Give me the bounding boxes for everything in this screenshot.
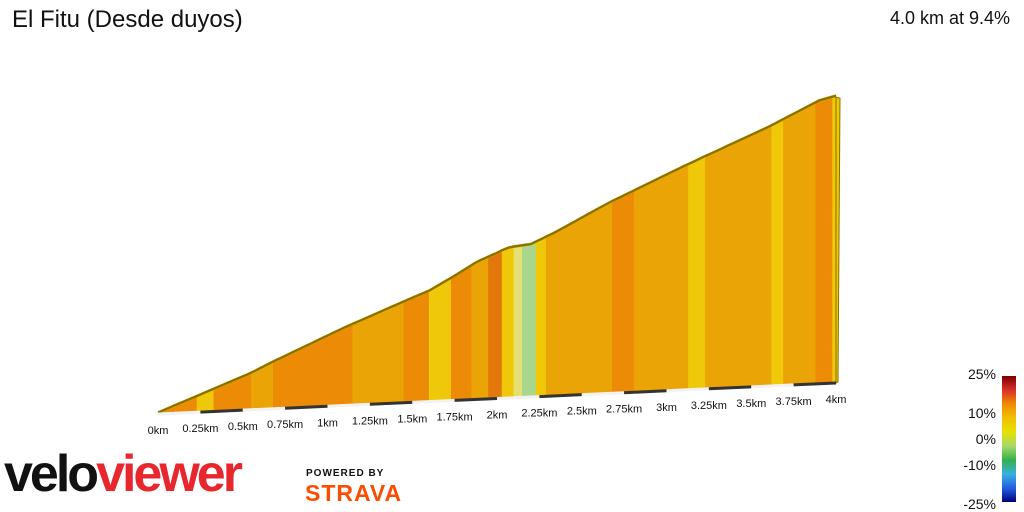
gradient-segment-19 — [688, 157, 706, 391]
axis-segment-1 — [157, 410, 201, 416]
gradient-scale-bar — [1002, 376, 1016, 502]
gradient-segment-24 — [832, 96, 837, 384]
gradient-segments — [157, 96, 837, 415]
gradient-segment-10 — [471, 257, 489, 401]
gradient-segment-15 — [535, 237, 547, 398]
strava-logo: STRAVA — [305, 480, 403, 506]
logo-velo-text: velo — [4, 445, 99, 503]
page-title: El Fitu (Desde duyos) — [12, 6, 243, 33]
axis-segment-5 — [327, 402, 370, 408]
axis-segment-10 — [539, 393, 582, 399]
tick-label-6: 1.5km — [397, 413, 427, 425]
profile-outline — [157, 94, 841, 414]
tick-label-16: 4km — [826, 394, 847, 406]
powered-by-label: POWERED BY — [306, 468, 385, 479]
axis-segment-8 — [454, 397, 498, 402]
profile-ridge-line — [157, 94, 837, 414]
tick-label-14: 3.5km — [736, 398, 766, 410]
gradient-segment-17 — [611, 191, 635, 394]
axis-segment-12 — [624, 389, 667, 395]
gradient-segment-9 — [450, 266, 472, 401]
climb-summary: 4.0 km at 9.4% — [889, 8, 1010, 28]
gradient-segment-18 — [633, 164, 689, 393]
axis-segment-15 — [751, 383, 794, 389]
tick-label-5: 1.25km — [352, 415, 388, 427]
gradient-segment-22 — [783, 103, 817, 386]
axis-segment-3 — [242, 406, 286, 412]
gradient-segment-11 — [488, 251, 503, 400]
axis-segment-6 — [369, 400, 413, 406]
gradient-segment-8 — [428, 278, 452, 402]
distance-axis — [157, 381, 837, 416]
gradient-segment-14 — [522, 242, 537, 398]
axis-segment-14 — [708, 385, 752, 391]
distance-tick-labels: 0km 0.25km 0.5km 0.75km 1km 1.25km 1.5km 1.75km… — [148, 394, 847, 437]
tick-label-0: 0km — [148, 425, 169, 437]
tick-label-8: 2km — [487, 410, 508, 422]
tick-label-11: 2.75km — [606, 404, 642, 416]
tick-label-13: 3.25km — [691, 400, 727, 412]
gradient-segment-13 — [513, 246, 523, 399]
gradient-segment-7 — [403, 291, 430, 404]
gradient-segment-21 — [771, 120, 784, 387]
tick-label-7: 1.75km — [437, 411, 473, 423]
axis-segment-9 — [496, 395, 540, 400]
tick-label-12: 3km — [656, 402, 677, 414]
scale-label-1: 10% — [968, 405, 996, 421]
tick-label-10: 2.5km — [567, 406, 597, 418]
gradient-segment-5 — [272, 324, 354, 410]
gradient-segment-6 — [352, 302, 405, 406]
tick-label-9: 2.25km — [521, 408, 557, 420]
scale-label-2: 0% — [976, 431, 996, 447]
tick-label-2: 0.5km — [228, 421, 258, 433]
axis-segment-11 — [581, 391, 625, 397]
tick-label-3: 0.75km — [267, 419, 303, 431]
gradient-color-scale: 25% 10% 0% -10% -25% — [963, 366, 1016, 512]
scale-label-4: -25% — [963, 496, 996, 512]
axis-segment-2 — [200, 408, 243, 414]
profile-end-cap — [835, 96, 841, 384]
axis-segment-13 — [666, 387, 709, 393]
veloviewer-logo: veloviewer — [4, 445, 243, 503]
gradient-segment-23 — [815, 97, 833, 385]
scale-label-3: -10% — [963, 457, 996, 473]
gradient-segment-20 — [705, 126, 772, 390]
tick-label-4: 1km — [317, 417, 338, 429]
axis-segment-16 — [793, 381, 837, 387]
tick-label-1: 0.25km — [182, 423, 218, 435]
tick-label-15: 3.75km — [776, 396, 812, 408]
logo-viewer-text: viewer — [96, 445, 243, 503]
axis-segment-4 — [285, 404, 328, 410]
gradient-segment-12 — [501, 247, 515, 399]
axis-segment-7 — [412, 398, 455, 404]
scale-label-0: 25% — [968, 366, 996, 382]
